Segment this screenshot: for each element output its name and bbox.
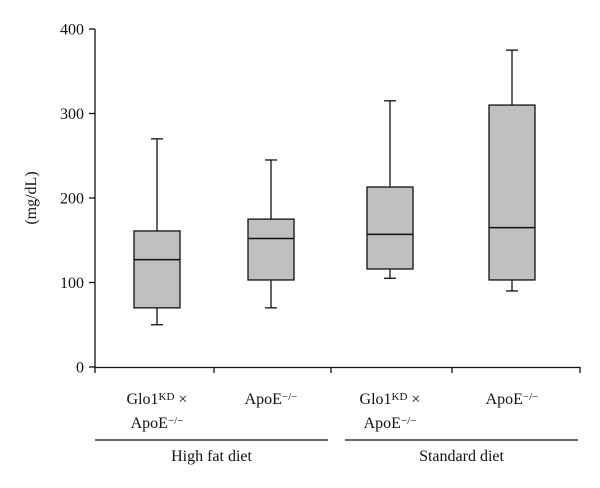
- iqr-box: [488, 104, 536, 281]
- category-label-line1: Glo1KD ×: [360, 391, 421, 408]
- group-1: High fat diet: [95, 439, 328, 465]
- category-label-line2: ApoE−/−: [131, 415, 184, 432]
- y-axis-label: (mg/dL): [23, 171, 40, 224]
- box-1: [133, 138, 181, 326]
- category-label-1: Glo1KD × ApoE−/−: [127, 391, 188, 432]
- y-tick-label: 200: [60, 191, 84, 208]
- iqr-box: [247, 218, 295, 281]
- box-3: [366, 100, 414, 279]
- box-2: [247, 159, 295, 309]
- category-label-line1: Glo1KD ×: [127, 391, 188, 408]
- y-tick-label: 100: [60, 275, 84, 292]
- category-label-3: Glo1KD × ApoE−/−: [360, 391, 421, 432]
- group-label: High fat diet: [171, 448, 252, 465]
- box-4: [488, 49, 536, 292]
- category-label-4: ApoE−/−: [486, 391, 539, 408]
- group-label: Standard diet: [419, 448, 504, 465]
- category-label-line1: ApoE−/−: [486, 391, 539, 408]
- category-label-2: ApoE−/−: [245, 391, 298, 408]
- category-label-line1: ApoE−/−: [245, 391, 298, 408]
- y-tick-label: 0: [76, 360, 84, 377]
- group-2: Standard diet: [345, 439, 578, 465]
- y-tick-label: 300: [60, 106, 84, 123]
- group-labels: High fat diet Standard diet: [95, 439, 578, 465]
- iqr-box: [366, 186, 414, 270]
- category-label-line2: ApoE−/−: [364, 415, 417, 432]
- iqr-box: [133, 230, 181, 309]
- boxes: [133, 49, 536, 326]
- axes: 0 100 200 300 400: [60, 22, 581, 377]
- y-tick-label: 400: [60, 22, 84, 39]
- category-labels: Glo1KD × ApoE−/− ApoE−/− Glo1KD × ApoE−/− Apo…: [127, 391, 539, 432]
